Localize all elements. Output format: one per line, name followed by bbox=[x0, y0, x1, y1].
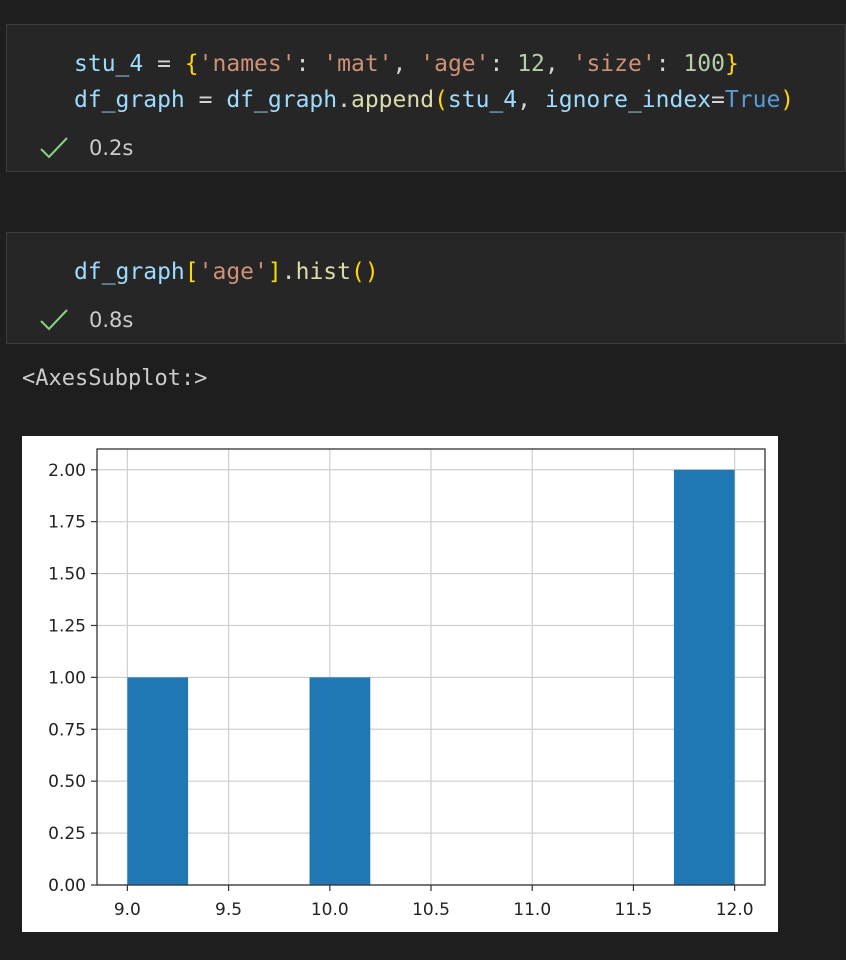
code-token: 'age' bbox=[198, 259, 268, 285]
y-tick-label: 1.00 bbox=[48, 668, 86, 688]
code-line[interactable]: df_graph['age'].hist() bbox=[74, 259, 379, 285]
code-token: [ bbox=[184, 259, 199, 285]
code-token: 'mat' bbox=[323, 51, 393, 77]
x-tick-label: 11.0 bbox=[513, 900, 551, 920]
code-token: : bbox=[295, 51, 324, 77]
code-token: df_graph bbox=[74, 87, 185, 113]
x-tick-label: 9.5 bbox=[215, 900, 242, 920]
code-token: . bbox=[281, 259, 296, 285]
y-tick-label: 0.75 bbox=[48, 720, 86, 740]
y-tick-label: 2.00 bbox=[48, 461, 86, 481]
code-token: append bbox=[350, 87, 435, 113]
code-line[interactable]: stu_4 = {'names': 'mat', 'age': 12, 'siz… bbox=[74, 51, 739, 77]
execution-time: 0.8s bbox=[89, 308, 134, 332]
y-tick-label: 0.50 bbox=[48, 772, 86, 792]
y-tick-label: 1.75 bbox=[48, 513, 86, 533]
code-token: hist bbox=[295, 259, 351, 285]
code-token: { bbox=[184, 51, 199, 77]
code-token: ( bbox=[434, 87, 448, 113]
y-tick-label: 0.25 bbox=[48, 824, 86, 844]
histogram-plot: 9.0 9.5 10.0 10.5 11.0 11.5 12.0 0.00 0.25 0.50 0.… bbox=[22, 436, 778, 932]
code-token: = bbox=[184, 87, 227, 113]
x-tick-label: 10.0 bbox=[311, 900, 349, 920]
code-token: 100 bbox=[683, 51, 725, 77]
code-token: ignore_index bbox=[544, 87, 712, 113]
x-tick-label: 11.5 bbox=[614, 900, 652, 920]
code-token: df_graph bbox=[226, 87, 338, 113]
code-token: : bbox=[655, 51, 684, 77]
histogram-bar bbox=[673, 469, 735, 885]
code-token: = bbox=[711, 87, 725, 113]
code-token: df_graph bbox=[74, 259, 185, 285]
x-tick-label: 9.0 bbox=[114, 900, 141, 920]
code-token: stu_4 bbox=[447, 87, 518, 113]
code-cell-2[interactable]: df_graph['age'].hist() 0.8s bbox=[6, 232, 846, 344]
cell-output-text: <AxesSubplot:> bbox=[22, 366, 208, 391]
code-token: True bbox=[724, 87, 781, 113]
code-token: 'age' bbox=[420, 51, 490, 77]
code-token: = bbox=[143, 51, 185, 77]
code-token: } bbox=[724, 51, 739, 77]
code-token: , bbox=[517, 87, 545, 113]
code-token: 12 bbox=[517, 51, 545, 77]
histogram-bar bbox=[127, 677, 189, 885]
code-token: stu_4 bbox=[74, 51, 144, 77]
code-line[interactable]: df_graph = df_graph.append(stu_4, ignore… bbox=[74, 87, 794, 113]
code-token: , bbox=[392, 51, 421, 77]
execution-time: 0.2s bbox=[89, 136, 134, 160]
cell-status: 0.2s bbox=[39, 135, 133, 161]
y-tick-label: 1.50 bbox=[48, 565, 86, 585]
y-tick-label: 0.00 bbox=[48, 876, 86, 896]
code-token: () bbox=[351, 259, 379, 285]
code-token: 'size' bbox=[572, 51, 656, 77]
cell-status: 0.8s bbox=[39, 307, 133, 333]
code-cell-1[interactable]: stu_4 = {'names': 'mat', 'age': 12, 'siz… bbox=[6, 24, 846, 172]
code-token: , bbox=[544, 51, 573, 77]
code-token: : bbox=[489, 51, 518, 77]
code-token: ] bbox=[267, 259, 282, 285]
histogram-chart: 9.0 9.5 10.0 10.5 11.0 11.5 12.0 0.00 0.25 0.50 0.… bbox=[48, 448, 766, 920]
check-icon bbox=[40, 137, 68, 159]
x-tick-label: 12.0 bbox=[716, 900, 754, 920]
code-token: . bbox=[337, 87, 351, 113]
code-token: ) bbox=[780, 87, 795, 113]
y-tick-label: 1.25 bbox=[48, 616, 86, 636]
histogram-bar bbox=[309, 677, 371, 885]
x-tick-label: 10.5 bbox=[412, 900, 450, 920]
code-token: 'names' bbox=[198, 51, 296, 77]
check-icon bbox=[40, 309, 68, 331]
